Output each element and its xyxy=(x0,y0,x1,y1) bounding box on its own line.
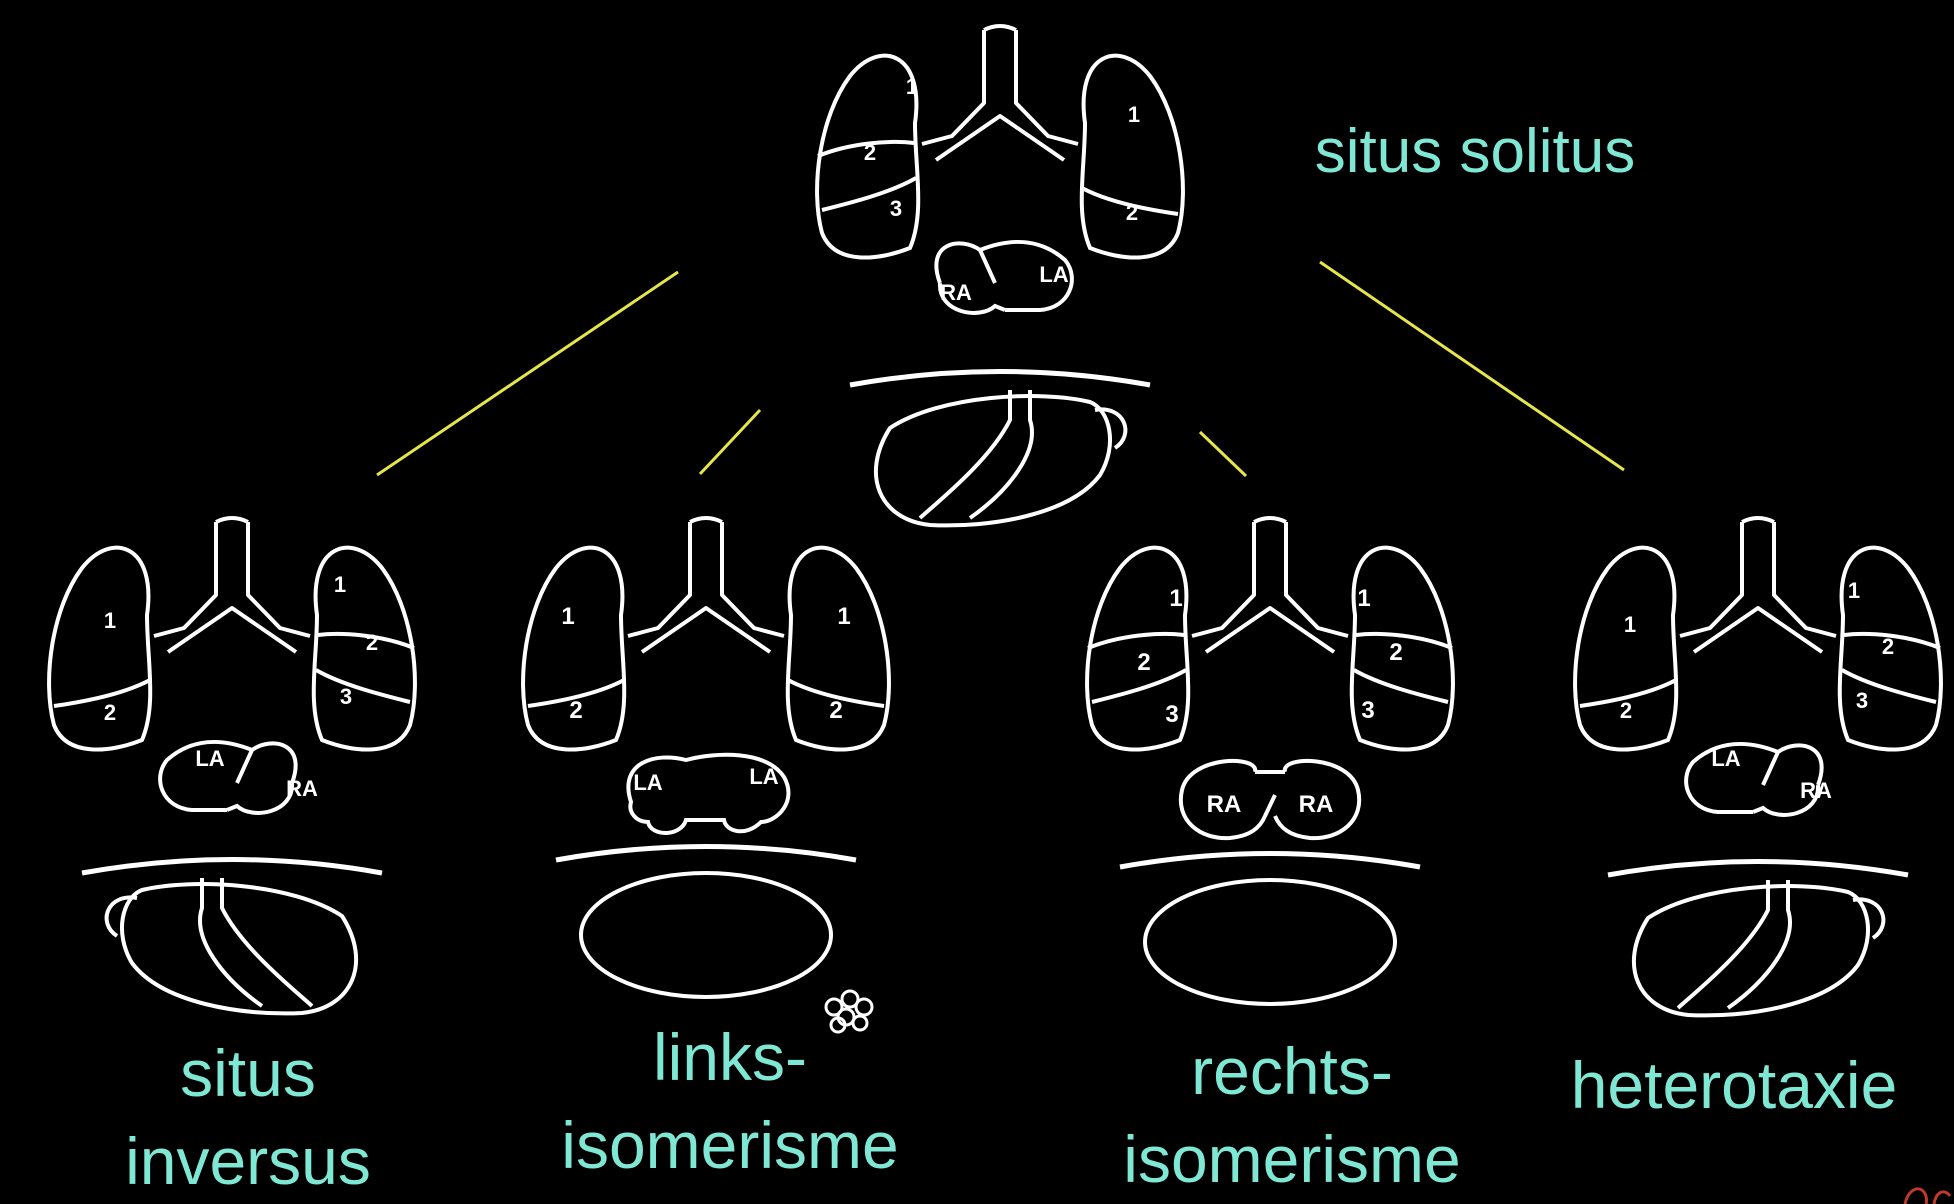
lung-right-icon xyxy=(1082,56,1183,258)
atrium-label: RA xyxy=(940,280,972,305)
atrium-label: RA xyxy=(1800,778,1832,803)
lobe-number: 1 xyxy=(906,74,918,99)
diagram-links-isomerisme: 1 2 1 2 LA LA xyxy=(521,516,889,1034)
lobe-number: 2 xyxy=(1389,639,1402,666)
diagram-situs-inversus: 1 2 1 2 3 LA RA xyxy=(47,516,415,1014)
label-situs-inversus-line2: inversus xyxy=(125,1124,371,1198)
lobe-number: 2 xyxy=(104,700,116,725)
abdomen-liver-icon xyxy=(850,372,1150,526)
label-situs-inversus-line1: situs xyxy=(180,1036,316,1110)
connector-line-links xyxy=(698,408,762,476)
connector-line-rechts xyxy=(1198,430,1248,478)
lobe-number: 3 xyxy=(1856,688,1868,713)
atrium-label: LA xyxy=(633,770,662,795)
lobe-number: 1 xyxy=(1624,612,1636,637)
connector-line-hetero xyxy=(1319,260,1625,472)
trachea-icon xyxy=(1190,516,1350,654)
lobe-number: 3 xyxy=(1361,697,1374,724)
lobe-number: 1 xyxy=(104,608,116,633)
connector-line-inversus xyxy=(376,270,679,477)
lobe-number: 2 xyxy=(1620,698,1632,723)
diagram-situs-solitus: 1 2 3 1 2 RA LA xyxy=(815,24,1183,526)
lobe-number: 2 xyxy=(569,697,582,724)
atrium-label: RA xyxy=(1299,791,1334,818)
lobe-number: 2 xyxy=(1137,649,1150,676)
lobe-number: 1 xyxy=(837,603,850,630)
lobe-number: 3 xyxy=(890,196,902,221)
atrium-label: RA xyxy=(1207,791,1242,818)
atrium-label: LA xyxy=(1711,746,1740,771)
label-links-line1: links- xyxy=(653,1020,807,1094)
lobe-number: 2 xyxy=(1126,200,1138,225)
label-heterotaxie: heterotaxie xyxy=(1571,1048,1898,1122)
lung-right-icon xyxy=(314,548,415,750)
atrium-label: LA xyxy=(1039,262,1068,287)
diagram-heterotaxie: 1 2 1 2 3 LA RA xyxy=(1573,516,1941,1016)
heart-atria-icon: RA LA xyxy=(934,240,1074,315)
abdomen-liver-icon xyxy=(82,860,382,1014)
abdomen-liver-icon xyxy=(1120,854,1420,1005)
lobe-number: 2 xyxy=(864,140,876,165)
trachea-icon xyxy=(1678,516,1838,654)
atrium-label: LA xyxy=(195,746,224,771)
lobe-number: 2 xyxy=(366,630,378,655)
label-links-line2: isomerisme xyxy=(561,1108,898,1182)
abdomen-liver-icon xyxy=(1608,862,1908,1016)
atrium-label: LA xyxy=(749,764,778,789)
abdomen-liver-icon xyxy=(556,847,856,998)
trachea-icon xyxy=(152,516,312,654)
lung-left-icon xyxy=(47,545,153,752)
atrium-label: RA xyxy=(286,776,318,801)
lobe-number: 3 xyxy=(1165,701,1178,728)
lobe-number: 3 xyxy=(340,684,352,709)
heart-atria-icon: LA LA xyxy=(626,752,791,835)
diagram-rechts-isomerisme: 1 2 3 1 2 3 RA RA xyxy=(1085,516,1453,1005)
trachea-icon xyxy=(920,24,1080,162)
lobe-number: 1 xyxy=(1357,585,1370,612)
heart-atria-icon xyxy=(158,740,298,815)
heart-atria-icon xyxy=(1684,742,1824,817)
lobe-number: 1 xyxy=(334,572,346,597)
label-rechts-line2: isomerisme xyxy=(1123,1122,1460,1196)
label-rechts-line1: rechts- xyxy=(1191,1034,1393,1108)
label-situs-solitus: situs solitus xyxy=(1315,117,1635,186)
lobe-number: 2 xyxy=(829,697,842,724)
partial-signature-mark xyxy=(1903,1187,1952,1204)
trachea-icon xyxy=(626,516,786,654)
polysplenia-icon xyxy=(824,989,874,1034)
lobe-number: 1 xyxy=(561,603,574,630)
lobe-number: 1 xyxy=(1848,578,1860,603)
lobe-number: 2 xyxy=(1882,634,1894,659)
heart-atria-icon: RA RA xyxy=(1178,758,1362,841)
lobe-number: 1 xyxy=(1128,102,1140,127)
lobe-number: 1 xyxy=(1169,585,1182,612)
